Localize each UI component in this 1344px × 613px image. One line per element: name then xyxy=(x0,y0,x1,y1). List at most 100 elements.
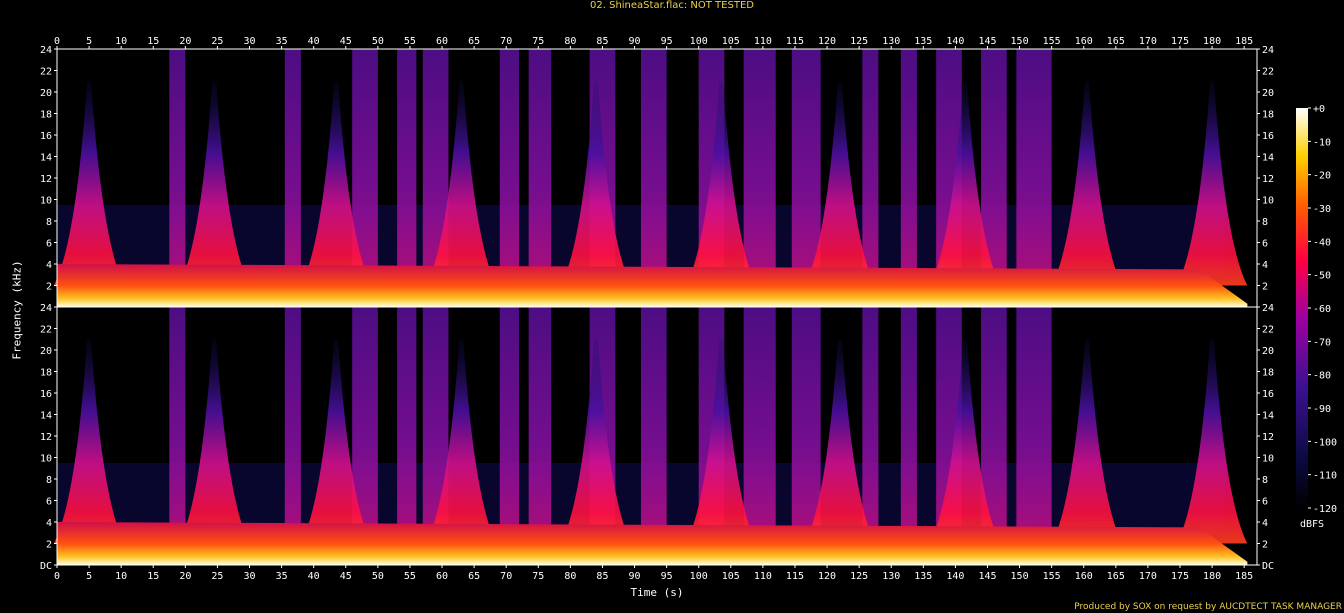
spectral-peak xyxy=(685,81,757,286)
x-tick-label: 0 xyxy=(54,36,60,47)
colorbar-tick-label: -60 xyxy=(1313,304,1331,315)
spectral-peak xyxy=(1176,81,1248,286)
x-tick-label: 50 xyxy=(372,571,384,582)
y-tick-label: 8 xyxy=(46,217,52,228)
y-tick-label: DC xyxy=(1262,561,1274,572)
spectral-peak xyxy=(560,339,632,544)
spectral-peak xyxy=(685,339,757,544)
spectral-peak xyxy=(804,339,876,544)
x-tick-label: 135 xyxy=(914,36,932,47)
x-tick-label: 55 xyxy=(404,571,416,582)
y-tick-label: 24 xyxy=(1262,45,1274,56)
broadband-band xyxy=(169,307,186,565)
broadband-band xyxy=(169,49,186,307)
broadband-band xyxy=(900,49,917,307)
x-tick-label: 90 xyxy=(629,36,641,47)
broadband-band xyxy=(528,49,552,307)
x-tick-label: 35 xyxy=(276,36,288,47)
y-tick-label: 22 xyxy=(40,67,52,78)
y-tick-label: 24 xyxy=(40,303,52,314)
y-tick-label: 4 xyxy=(1262,518,1268,529)
y-tick-label: 24 xyxy=(1262,303,1274,314)
x-tick-label: 35 xyxy=(276,571,288,582)
broadband-band xyxy=(397,49,417,307)
y-tick-label: 14 xyxy=(1262,153,1274,164)
broadband-band xyxy=(1016,49,1052,307)
x-tick-label: 10 xyxy=(115,571,127,582)
x-tick-label: 140 xyxy=(946,36,964,47)
x-tick-label: 160 xyxy=(1075,571,1093,582)
x-tick-label: 115 xyxy=(786,36,804,47)
broadband-band xyxy=(528,307,552,565)
x-tick-label: 75 xyxy=(532,571,544,582)
x-tick-label: 40 xyxy=(308,36,320,47)
colorbar-tick-label: -30 xyxy=(1313,204,1331,215)
y-tick-label: 12 xyxy=(1262,432,1274,443)
x-tick-label: 160 xyxy=(1075,36,1093,47)
y-tick-label: 12 xyxy=(40,174,52,185)
broadband-band xyxy=(743,49,776,307)
x-tick-label: 185 xyxy=(1235,571,1253,582)
y-tick-label: 12 xyxy=(1262,174,1274,185)
x-tick-label: 170 xyxy=(1139,36,1157,47)
broadband-band xyxy=(1016,307,1052,565)
x-tick-label: 130 xyxy=(882,36,900,47)
y-tick-label: 8 xyxy=(1262,475,1268,486)
spectral-peak xyxy=(178,81,250,286)
broadband-band xyxy=(397,307,417,565)
x-tick-label: 105 xyxy=(722,571,740,582)
x-tick-label: 30 xyxy=(243,571,255,582)
spectral-peak xyxy=(804,81,876,286)
broadband-band xyxy=(640,307,667,565)
colorbar xyxy=(1296,108,1308,508)
y-tick-label: 6 xyxy=(1262,239,1268,250)
spectral-peak xyxy=(300,339,372,544)
y-tick-label: DC xyxy=(40,561,52,572)
footer-credit: Produced by SOX on request by AUCDTECT T… xyxy=(1074,602,1342,612)
x-tick-label: 25 xyxy=(211,571,223,582)
x-tick-label: 80 xyxy=(564,36,576,47)
colorbar-tick-label: -90 xyxy=(1313,404,1331,415)
x-tick-label: 170 xyxy=(1139,571,1157,582)
channel-1-plot xyxy=(53,48,1258,308)
x-tick-label: 120 xyxy=(818,571,836,582)
x-tick-label: 50 xyxy=(372,36,384,47)
y-tick-label: 2 xyxy=(1262,540,1268,551)
y-tick-label: 16 xyxy=(40,131,52,142)
x-tick-label: 65 xyxy=(468,36,480,47)
broadband-band xyxy=(499,307,520,565)
spectral-peak xyxy=(929,81,1001,286)
x-tick-label: 100 xyxy=(690,36,708,47)
spectral-peak xyxy=(425,339,497,544)
colorbar-tick-label: -100 xyxy=(1313,437,1337,448)
x-tick-label: 185 xyxy=(1235,36,1253,47)
colorbar-tick-label: -20 xyxy=(1313,171,1331,182)
x-tick-label: 140 xyxy=(946,571,964,582)
x-tick-label: 45 xyxy=(340,571,352,582)
colorbar-tick-label: -40 xyxy=(1313,237,1331,248)
y-tick-label: 18 xyxy=(1262,368,1274,379)
y-tick-label: 18 xyxy=(40,110,52,121)
channel-2-plot xyxy=(53,306,1258,566)
y-tick-label: 20 xyxy=(1262,346,1274,357)
y-axis-label: Frequency (kHz) xyxy=(10,260,24,360)
y-tick-label: 10 xyxy=(40,454,52,465)
y-tick-label: 2 xyxy=(46,540,52,551)
x-tick-label: 20 xyxy=(179,36,191,47)
y-tick-label: 2 xyxy=(46,282,52,293)
broadband-band xyxy=(862,307,879,565)
y-tick-label: 10 xyxy=(1262,196,1274,207)
x-tick-label: 65 xyxy=(468,571,480,582)
chart-title: 02. ShineaStar.flac: NOT TESTED xyxy=(590,0,754,11)
spectral-peak xyxy=(560,81,632,286)
broadband-band xyxy=(499,49,520,307)
x-tick-label: 60 xyxy=(436,571,448,582)
broadband-band xyxy=(862,49,879,307)
y-tick-label: 16 xyxy=(40,389,52,400)
x-tick-label: 85 xyxy=(596,571,608,582)
spectral-peak xyxy=(1051,339,1123,544)
y-tick-label: 4 xyxy=(46,518,52,529)
x-tick-label: 45 xyxy=(340,36,352,47)
y-tick-label: 24 xyxy=(40,45,52,56)
x-tick-label: 145 xyxy=(978,571,996,582)
